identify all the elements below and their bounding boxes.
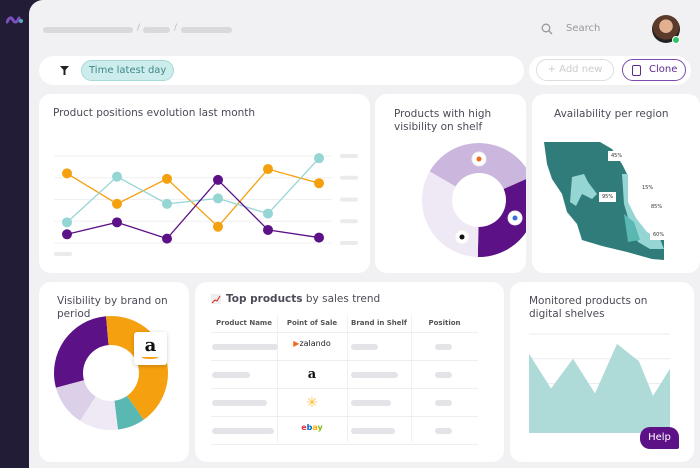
column-header[interactable]: Product Name: [216, 319, 272, 327]
breadcrumb-item[interactable]: [143, 27, 170, 33]
axis-tick-label: [340, 154, 358, 158]
map-label: 85%: [648, 202, 666, 212]
axis-tick-label: [340, 197, 358, 202]
card-title: Products with high visibility on shelf: [394, 108, 492, 133]
zalando-logo-icon: ▶zalando: [293, 339, 331, 348]
donut-slice[interactable]: [422, 171, 479, 257]
card-title: Availability per region: [554, 108, 669, 120]
breadcrumb-item[interactable]: [43, 27, 133, 33]
amazon-tooltip: a: [134, 332, 167, 365]
data-point[interactable]: [162, 198, 172, 209]
map-region-light: [570, 174, 597, 206]
main-area: / / Search Time latest day + Add new Clo…: [29, 0, 700, 468]
column-header[interactable]: Point of Sale: [286, 319, 338, 327]
amazon-logo-icon: a: [307, 367, 317, 382]
series-line: [66, 157, 320, 223]
area-chart: [529, 333, 670, 433]
column-header[interactable]: Position: [428, 319, 461, 327]
data-point[interactable]: [62, 168, 72, 179]
data-point[interactable]: [162, 233, 172, 244]
copy-icon: [632, 65, 641, 76]
search-icon[interactable]: [541, 23, 553, 35]
axis-tick-label: [340, 219, 358, 224]
data-point[interactable]: [112, 171, 122, 182]
search-input[interactable]: Search: [566, 23, 601, 34]
data-point[interactable]: [213, 174, 223, 185]
filter-chip-time[interactable]: Time latest day: [81, 60, 175, 81]
donut-slice[interactable]: [477, 177, 526, 257]
area-series: [529, 343, 670, 433]
logo-icon[interactable]: [6, 14, 24, 26]
data-point[interactable]: [112, 198, 122, 209]
actions-bar: + Add new Clone: [529, 56, 691, 85]
data-point[interactable]: [62, 217, 72, 228]
donut-chart: [422, 143, 526, 257]
table-row[interactable]: ▶zalando: [211, 333, 478, 361]
data-point[interactable]: [213, 193, 223, 204]
walmart-logo-icon: ✳: [306, 395, 318, 411]
breadcrumb-item[interactable]: [181, 27, 232, 33]
data-point[interactable]: [112, 217, 122, 228]
table-row[interactable]: ebay: [211, 417, 478, 445]
help-button[interactable]: Help: [640, 427, 679, 449]
data-point[interactable]: [162, 173, 172, 184]
card-title: Top products by sales trend: [226, 293, 381, 305]
data-point[interactable]: [263, 208, 273, 219]
card-availability: Availability per region 45% 15% 95% 85% …: [532, 94, 700, 273]
data-point[interactable]: [314, 178, 324, 189]
map-label: 95%: [599, 192, 617, 202]
region-map: [544, 142, 664, 260]
clone-label: Clone: [649, 64, 678, 75]
donut-slice[interactable]: [54, 316, 109, 388]
donut-slice[interactable]: [79, 396, 118, 430]
column-header[interactable]: Brand in Shelf: [351, 319, 407, 327]
sidebar: [0, 0, 29, 468]
map-region-light: [622, 174, 664, 249]
card-title: Visibility by brand on period: [57, 295, 168, 320]
series-line: [66, 178, 320, 240]
map-label: 45%: [608, 151, 626, 161]
data-point[interactable]: [62, 229, 72, 240]
filter-bar: Time latest day: [39, 56, 524, 85]
data-point[interactable]: [314, 153, 324, 164]
axis-tick-label: [340, 175, 358, 180]
data-point[interactable]: [314, 232, 324, 243]
filter-icon[interactable]: [60, 66, 69, 75]
table-row[interactable]: a: [211, 361, 478, 389]
donut-chart: [54, 316, 168, 430]
donut-slice[interactable]: [55, 380, 96, 421]
map-region-mid: [624, 214, 640, 242]
card-top-products: Top products by sales trend Product Name…: [195, 282, 504, 462]
table-row[interactable]: ✳: [211, 389, 478, 417]
card-product-positions: Product positions evolution last month: [39, 94, 370, 273]
axis-tick-label: [54, 252, 72, 256]
data-point[interactable]: [213, 221, 223, 232]
donut-slice[interactable]: [114, 395, 144, 430]
data-point[interactable]: [263, 164, 273, 175]
card-title: Monitored products on digital shelves: [529, 295, 648, 320]
line-chart: [54, 153, 358, 256]
card-visibility-brand: Visibility by brand on period a: [39, 282, 189, 462]
card-high-visibility: Products with high visibility on shelf: [375, 94, 526, 273]
map-label: 15%: [639, 183, 657, 193]
clone-button[interactable]: Clone: [622, 59, 686, 81]
map-label: 60%: [650, 230, 668, 240]
trend-icon: [211, 294, 221, 304]
series-line: [66, 168, 320, 228]
card-title: Product positions evolution last month: [53, 107, 256, 119]
axis-tick-label: [340, 241, 358, 245]
online-status-dot: [672, 36, 680, 44]
data-point[interactable]: [263, 224, 273, 235]
ebay-logo-icon: ebay: [301, 423, 323, 432]
add-new-button[interactable]: + Add new: [536, 59, 614, 81]
